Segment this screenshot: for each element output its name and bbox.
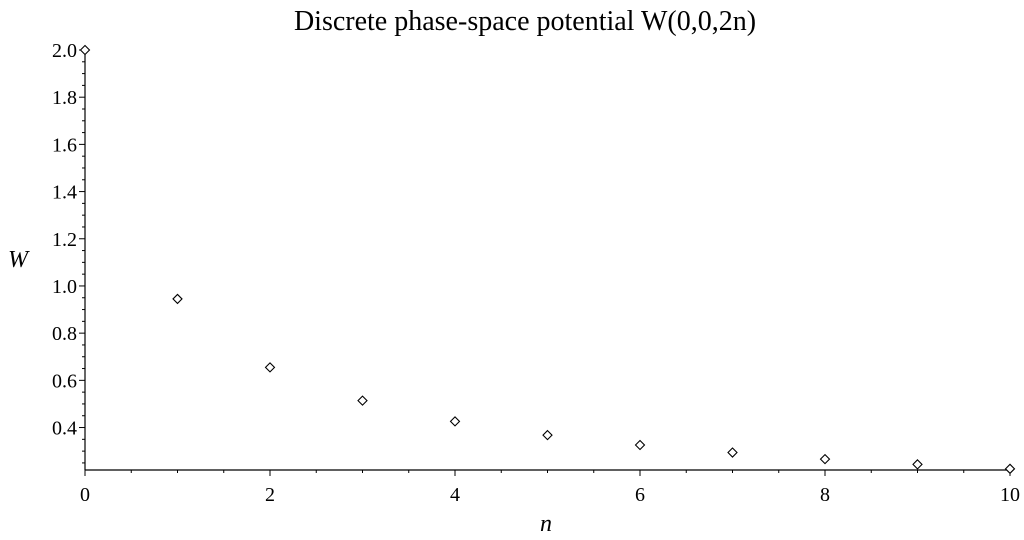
x-tick-label: 6 — [635, 484, 645, 506]
data-point — [79, 44, 91, 56]
y-tick-label: 0.6 — [52, 370, 77, 392]
data-point — [1004, 463, 1016, 475]
data-point — [449, 416, 461, 427]
axis-ticks: 0 2 4 6 8 10 0.4 0.6 0.8 1.0 1.2 1.4 1.6 1.8 2.0 — [52, 40, 1020, 506]
data-point — [819, 453, 831, 465]
data-markers — [79, 44, 1016, 475]
data-point — [357, 395, 368, 406]
data-point — [727, 447, 738, 458]
y-axis-label: W — [8, 247, 30, 273]
x-tick-label: 4 — [450, 484, 460, 506]
y-tick-label: 1.4 — [52, 182, 77, 204]
data-point — [542, 429, 553, 441]
y-tick-label: 1.0 — [52, 276, 77, 298]
data-point — [264, 362, 276, 373]
y-tick-label: 0.4 — [52, 418, 77, 440]
x-tick-label: 0 — [80, 484, 90, 506]
data-point — [912, 459, 923, 470]
y-tick-label: 1.6 — [52, 134, 77, 156]
y-tick-label: 2.0 — [52, 40, 77, 62]
chart-title: Discrete phase-space potential W(0,0,2n) — [294, 6, 756, 37]
data-point — [172, 293, 183, 305]
x-axis-label: n — [540, 511, 552, 537]
x-tick-label: 2 — [265, 484, 275, 506]
y-tick-label: 1.2 — [52, 229, 77, 251]
data-point — [634, 439, 646, 451]
x-tick-label: 8 — [820, 484, 830, 506]
y-tick-label: 1.8 — [52, 87, 77, 109]
x-tick-label: 10 — [1000, 484, 1020, 506]
y-tick-label: 0.8 — [52, 323, 77, 345]
